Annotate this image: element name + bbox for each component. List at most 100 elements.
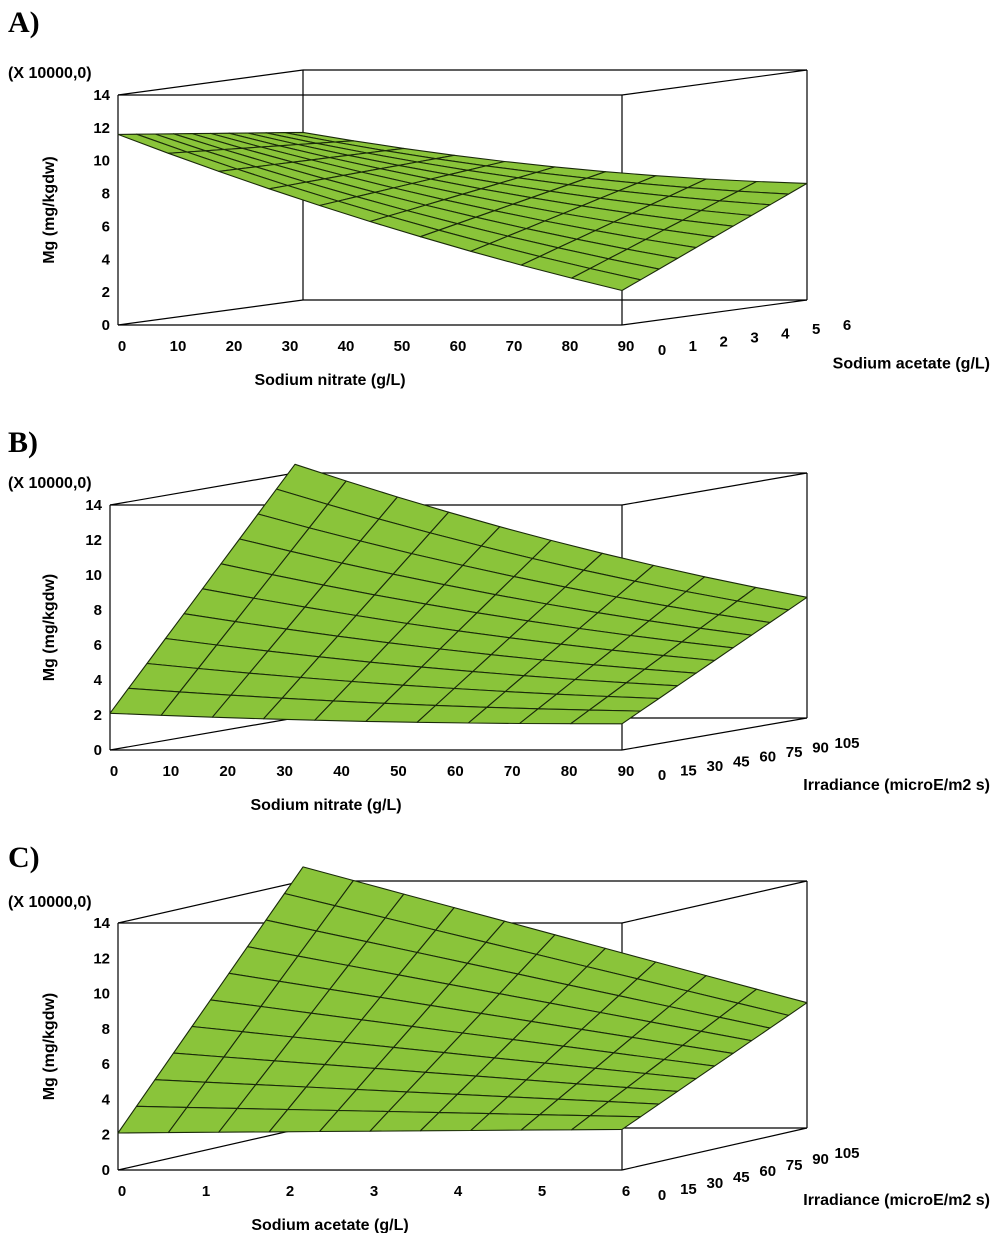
y-axis-title: Irradiance (microE/m2 s) [803,1192,990,1209]
y-tick-label: 0 [658,342,666,359]
x-tick-label: 3 [370,1183,378,1200]
y-tick-label: 30 [707,1175,724,1192]
x-tick-label: 5 [538,1183,546,1200]
x-tick-label: 50 [390,763,407,780]
z-tick-label: 10 [93,986,110,1003]
y-tick-label: 1 [689,338,697,355]
x-tick-label: 80 [561,763,578,780]
box-edge [621,299,808,326]
y-axis-title: Irradiance (microE/m2 s) [803,777,990,794]
z-axis-title: Mg (mg/kgdw) [41,574,58,682]
x-tick-label: 50 [394,338,411,355]
y-tick-label: 0 [658,1187,666,1204]
z-axis-title: Mg (mg/kgdw) [41,993,58,1101]
y-tick-label: 60 [759,749,776,766]
x-tick-label: 70 [504,763,521,780]
z-tick-label: 4 [102,1091,111,1108]
x-tick-label: 90 [618,338,635,355]
box-edge [621,1127,808,1171]
box-edge [117,880,304,924]
x-tick-label: 6 [622,1183,630,1200]
x-tick-label: 60 [447,763,464,780]
z-tick-label: 0 [102,1162,110,1179]
y-tick-label: 6 [843,317,851,334]
surface-cell [571,267,642,292]
x-axis-title: Sodium nitrate (g/L) [250,797,401,814]
x-tick-label: 10 [170,338,187,355]
x-tick-label: 80 [562,338,579,355]
y-tick-label: 90 [812,1151,829,1168]
z-tick-label: 4 [94,672,103,689]
y-tick-label: 0 [658,767,666,784]
z-tick-label: 2 [102,284,110,301]
x-axis-title: Sodium nitrate (g/L) [254,372,405,389]
y-tick-label: 45 [733,753,750,770]
y-tick-label: 105 [834,735,859,752]
x-tick-label: 40 [333,763,350,780]
x-tick-label: 20 [219,763,236,780]
x-tick-label: 60 [450,338,467,355]
y-tick-label: 60 [759,1163,776,1180]
x-tick-label: 70 [506,338,523,355]
y-tick-label: 15 [680,1181,697,1198]
y-tick-label: 2 [719,334,727,351]
surface-cell [570,709,642,725]
box-edge [117,69,304,96]
z-tick-label: 8 [94,602,102,619]
y-axis-title: Sodium acetate (g/L) [833,356,990,373]
z-axis-title: Mg (mg/kgdw) [41,156,58,264]
scale-note: (X 10000,0) [8,65,92,82]
box-edge [117,299,304,326]
x-tick-label: 0 [118,338,126,355]
z-tick-label: 10 [85,567,102,584]
surface [117,866,808,1134]
z-tick-label: 6 [102,1056,110,1073]
box-edge [621,717,808,751]
y-tick-label: 75 [786,744,803,761]
x-tick-label: 30 [282,338,299,355]
z-tick-label: 0 [94,742,102,759]
surface [117,131,808,292]
z-tick-label: 14 [93,87,110,104]
z-tick-label: 2 [94,707,102,724]
x-tick-label: 40 [338,338,355,355]
z-tick-label: 2 [102,1127,110,1144]
y-tick-label: 30 [707,758,724,775]
z-tick-label: 14 [93,915,110,932]
x-tick-label: 1 [202,1183,210,1200]
y-tick-label: 15 [680,762,697,779]
x-tick-label: 2 [286,1183,294,1200]
z-tick-label: 12 [85,532,102,549]
x-tick-label: 10 [163,763,180,780]
panel-label: A) [8,6,40,39]
y-tick-label: 4 [781,325,790,342]
y-tick-label: 75 [786,1157,803,1174]
surface-cell [571,1115,642,1131]
y-tick-label: 3 [750,330,758,347]
z-tick-label: 0 [102,317,110,334]
z-tick-label: 4 [102,251,111,268]
x-tick-label: 30 [276,763,293,780]
x-tick-label: 90 [618,763,635,780]
panel-2: 0 2 4 6 8 10 12 14 0 10 20 30 40 50 60 70 80 90 0 15 30 45 60 7… [8,426,990,814]
z-tick-label: 12 [93,950,110,967]
panel-label: C) [8,841,40,874]
x-tick-label: 0 [110,763,118,780]
z-tick-label: 6 [102,218,110,235]
y-tick-label: 90 [812,740,829,757]
z-tick-label: 6 [94,637,102,654]
scale-note: (X 10000,0) [8,894,92,911]
z-tick-label: 10 [93,153,110,170]
y-tick-label: 5 [812,321,820,338]
y-tick-label: 105 [834,1145,859,1162]
x-tick-label: 4 [454,1183,463,1200]
x-tick-label: 20 [226,338,243,355]
x-tick-label: 0 [118,1183,126,1200]
box-edge [621,69,808,96]
z-tick-label: 14 [85,497,102,514]
panel-label: B) [8,426,38,459]
z-tick-label: 12 [93,120,110,137]
